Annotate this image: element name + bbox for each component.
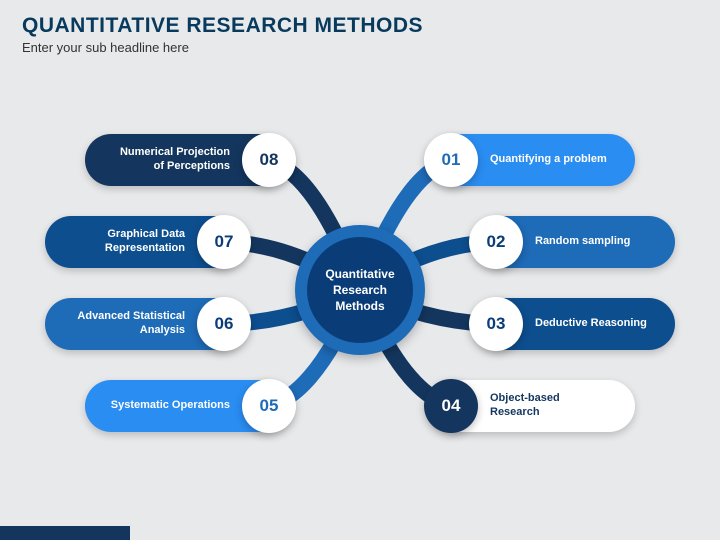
method-item: Random sampling 02 <box>475 216 675 268</box>
method-label: Random sampling <box>535 235 630 249</box>
method-item: Object-based Research 04 <box>430 380 635 432</box>
footer-accent <box>0 526 130 540</box>
method-number: 06 <box>215 314 234 334</box>
method-number-badge: 08 <box>242 133 296 187</box>
method-item: Deductive Reasoning 03 <box>475 298 675 350</box>
method-number: 02 <box>487 232 506 252</box>
method-item: Advanced Statistical Analysis 06 <box>45 298 245 350</box>
method-number-badge: 03 <box>469 297 523 351</box>
method-label: Systematic Operations <box>111 399 230 413</box>
method-item: Graphical Data Representation 07 <box>45 216 245 268</box>
diagram-stage: Quantitative Research Methods Quantifyin… <box>0 60 720 520</box>
method-number: 07 <box>215 232 234 252</box>
method-number-badge: 04 <box>424 379 478 433</box>
method-number: 04 <box>442 396 461 416</box>
method-number-badge: 01 <box>424 133 478 187</box>
method-number-badge: 06 <box>197 297 251 351</box>
method-label: Deductive Reasoning <box>535 317 647 331</box>
method-label: Graphical Data Representation <box>65 228 185 256</box>
method-number: 03 <box>487 314 506 334</box>
method-number: 08 <box>260 150 279 170</box>
method-number: 01 <box>442 150 461 170</box>
page-subtitle: Enter your sub headline here <box>0 40 720 55</box>
method-label: Quantifying a problem <box>490 153 607 167</box>
method-item: Quantifying a problem 01 <box>430 134 635 186</box>
page-title: QUANTITATIVE RESEARCH METHODS <box>0 0 720 40</box>
method-number-badge: 02 <box>469 215 523 269</box>
method-number-badge: 05 <box>242 379 296 433</box>
method-label: Numerical Projection of Perceptions <box>110 146 230 174</box>
method-label: Object-based Research <box>490 392 610 420</box>
method-item: Systematic Operations 05 <box>85 380 290 432</box>
method-number-badge: 07 <box>197 215 251 269</box>
hub-label: Quantitative Research Methods <box>307 237 413 343</box>
hub-outer: Quantitative Research Methods <box>295 225 425 355</box>
method-number: 05 <box>260 396 279 416</box>
method-label: Advanced Statistical Analysis <box>65 310 185 338</box>
method-item: Numerical Projection of Perceptions 08 <box>85 134 290 186</box>
